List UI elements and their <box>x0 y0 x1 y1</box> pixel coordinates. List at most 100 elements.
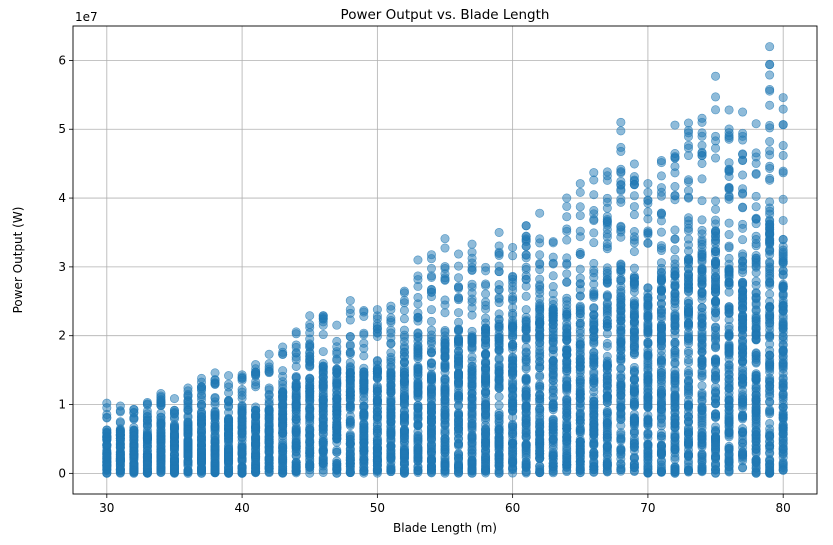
scatter-point <box>738 135 748 145</box>
scatter-point <box>251 382 261 392</box>
scatter-point <box>197 402 207 412</box>
scatter-point <box>616 281 626 291</box>
scatter-point <box>535 294 545 304</box>
scatter-point <box>670 289 680 299</box>
scatter-point <box>656 283 666 293</box>
scatter-point <box>575 279 585 289</box>
scatter-point <box>738 378 748 388</box>
scatter-point <box>711 296 721 306</box>
scatter-point <box>697 215 707 225</box>
scatter-point <box>562 453 572 463</box>
scatter-point <box>440 243 450 253</box>
scatter-point <box>494 400 504 410</box>
scatter-point <box>251 424 261 434</box>
scatter-point <box>224 417 234 427</box>
scatter-point <box>738 256 748 266</box>
scatter-point <box>224 430 234 440</box>
scatter-point <box>711 153 721 163</box>
scatter-point <box>359 363 369 373</box>
scatter-point <box>481 281 491 291</box>
scatter-point <box>508 271 518 281</box>
scatter-point <box>481 289 491 299</box>
scatter-point <box>291 379 301 389</box>
scatter-point <box>738 314 748 324</box>
scatter-point <box>508 251 518 261</box>
scatter-point <box>602 406 612 416</box>
scatter-point <box>426 384 436 394</box>
scatter-point <box>697 158 707 168</box>
scatter-point <box>683 255 693 265</box>
scatter-point <box>575 264 585 274</box>
scatter-point <box>683 378 693 388</box>
scatter-point <box>643 456 653 466</box>
scatter-point <box>562 212 572 222</box>
scatter-point <box>183 437 193 447</box>
scatter-point <box>183 397 193 407</box>
scatter-point <box>602 420 612 430</box>
scatter-point <box>454 411 464 421</box>
scatter-point <box>616 232 626 242</box>
scatter-point <box>697 452 707 462</box>
scatter-point <box>562 253 572 263</box>
scatter-point <box>697 466 707 476</box>
scatter-point <box>738 303 748 313</box>
scatter-point <box>454 308 464 318</box>
scatter-point <box>210 465 220 475</box>
scatter-point <box>454 467 464 477</box>
scatter-point <box>629 335 639 345</box>
scatter-point <box>291 327 301 337</box>
scatter-point <box>643 321 653 331</box>
scatter-point <box>467 294 477 304</box>
scatter-point <box>629 325 639 335</box>
scatter-point <box>629 414 639 424</box>
scatter-point <box>426 396 436 406</box>
scatter-point <box>332 395 342 405</box>
scatter-point <box>697 388 707 398</box>
scatter-point <box>724 218 734 228</box>
scatter-point <box>548 343 558 353</box>
scatter-point <box>454 439 464 449</box>
scatter-point <box>508 281 518 291</box>
scatter-point <box>697 288 707 298</box>
scatter-point <box>535 306 545 316</box>
scatter-point <box>332 458 342 468</box>
scatter-point <box>426 271 436 281</box>
scatter-point <box>670 190 680 200</box>
scatter-point <box>683 287 693 297</box>
scatter-point <box>670 359 680 369</box>
scatter-point <box>521 316 531 326</box>
scatter-point <box>413 456 423 466</box>
scatter-point <box>724 465 734 475</box>
scatter-point <box>711 272 721 282</box>
scatter-point <box>454 424 464 434</box>
scatter-point <box>697 442 707 452</box>
scatter-point <box>278 371 288 381</box>
scatter-point <box>197 412 207 422</box>
scatter-point <box>454 295 464 305</box>
scatter-point <box>548 458 558 468</box>
scatter-point <box>345 315 355 325</box>
scatter-point <box>237 373 247 383</box>
scatter-point <box>738 412 748 422</box>
scatter-point <box>210 433 220 443</box>
scatter-point <box>670 225 680 235</box>
scatter-point <box>454 353 464 363</box>
scatter-point <box>548 434 558 444</box>
scatter-point <box>454 370 464 380</box>
scatter-point <box>602 319 612 329</box>
scatter-point <box>589 279 599 289</box>
scatter-point <box>142 415 152 425</box>
scatter-point <box>711 228 721 238</box>
scatter-point <box>629 463 639 473</box>
scatter-point <box>697 406 707 416</box>
scatter-point <box>629 367 639 377</box>
scatter-point <box>548 416 558 426</box>
scatter-point <box>426 316 436 326</box>
scatter-point <box>481 350 491 360</box>
scatter-point <box>724 280 734 290</box>
scatter-point <box>426 373 436 383</box>
scatter-point <box>454 391 464 401</box>
scatter-point <box>494 458 504 468</box>
scatter-point <box>399 314 409 324</box>
